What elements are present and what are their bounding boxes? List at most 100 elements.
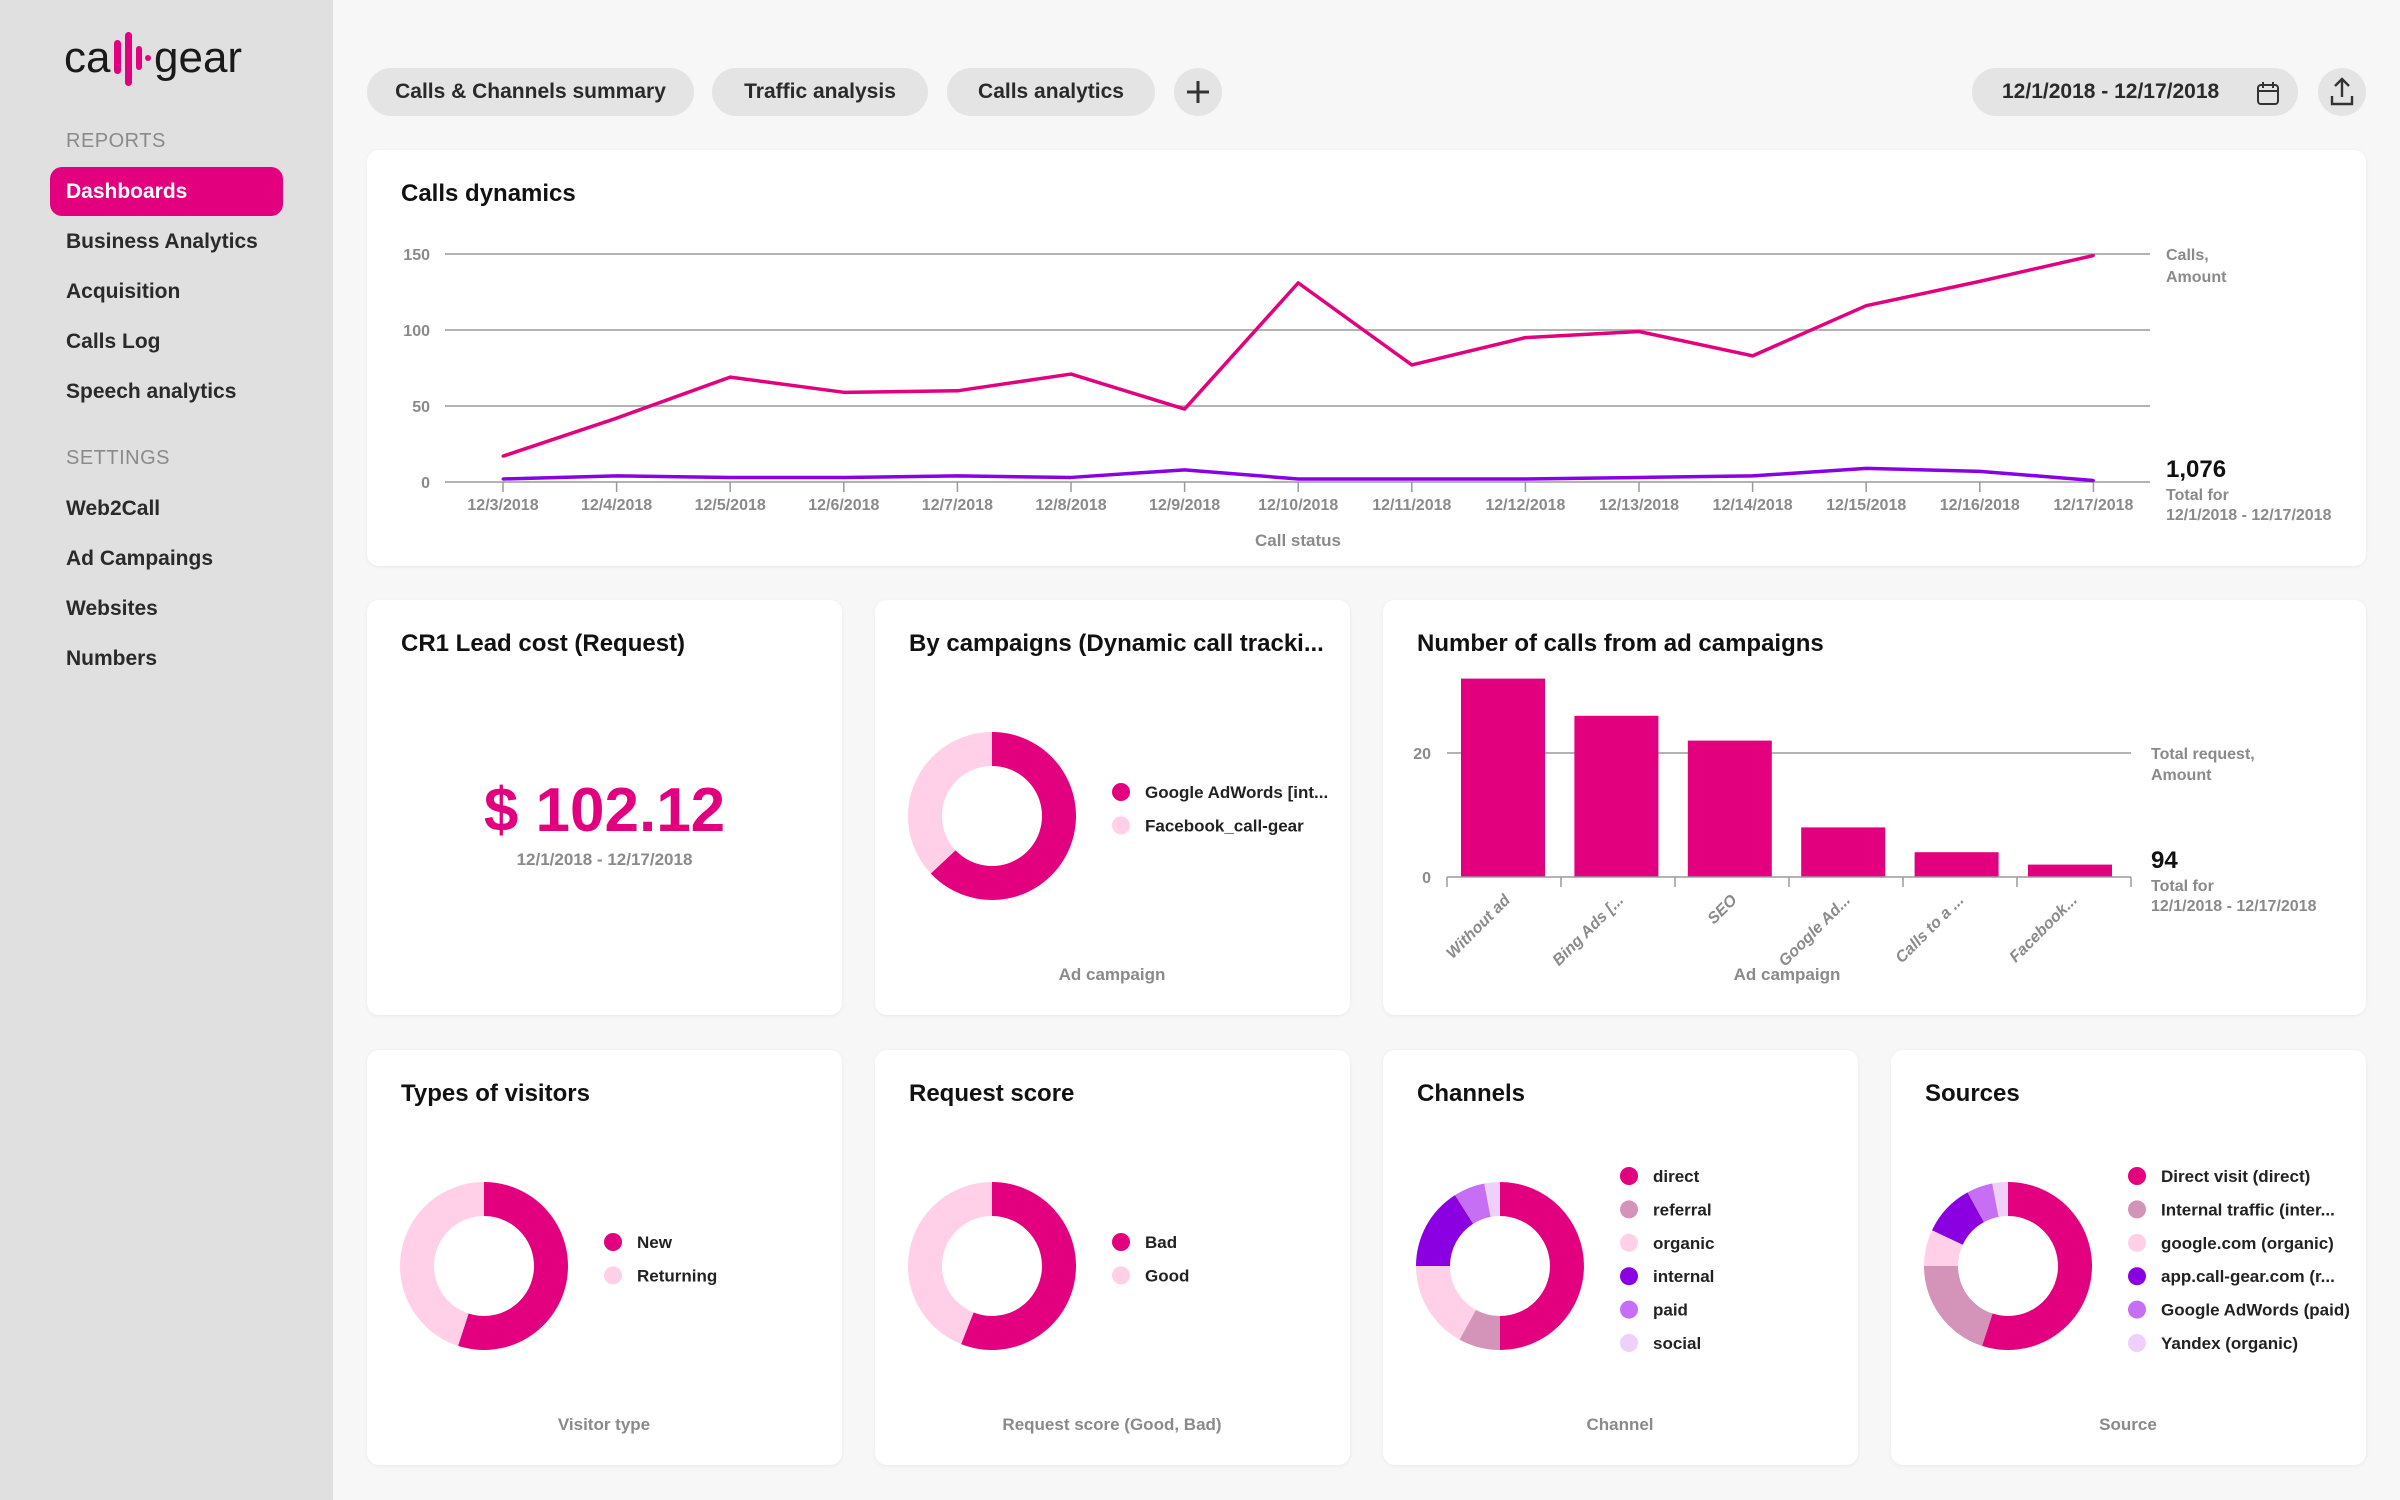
legend-label[interactable]: Yandex (organic) (2161, 1334, 2298, 1353)
sidebar-item-acquisition[interactable]: Acquisition (66, 280, 181, 303)
sidebar-item-numbers[interactable]: Numbers (66, 647, 158, 670)
bar[interactable] (2028, 864, 2112, 877)
donut-slice[interactable] (1500, 1182, 1584, 1350)
card-title: Types of visitors (401, 1080, 590, 1107)
bar[interactable] (1914, 852, 1999, 877)
data-point (1183, 407, 1187, 411)
x-tick-label: SEO (1705, 891, 1741, 927)
donut-slice[interactable] (1484, 1182, 1500, 1217)
sidebar-item-web2call[interactable]: Web2Call (66, 497, 161, 520)
date-range-picker[interactable]: 12/1/2018 - 12/17/2018 (1972, 68, 2298, 116)
donut-slice[interactable] (1459, 1309, 1500, 1350)
legend-label[interactable]: Google AdWords (paid) (2161, 1301, 2350, 1320)
donut-slice[interactable] (1924, 1266, 1993, 1346)
legend-label[interactable]: paid (1653, 1301, 1688, 1320)
bar[interactable] (1461, 678, 1545, 877)
x-tick-label: 12/7/2018 (922, 497, 993, 514)
legend-label[interactable]: direct (1653, 1167, 1700, 1186)
sidebar-item-websites[interactable]: Websites (66, 597, 158, 620)
donut-slice[interactable] (1416, 1195, 1474, 1266)
donut-slice[interactable] (1931, 1192, 1984, 1245)
legend-label[interactable]: internal (1653, 1267, 1714, 1286)
card-title: Number of calls from ad campaigns (1417, 630, 1824, 657)
card-title: By campaigns (Dynamic call tracki... (909, 630, 1324, 657)
donut-slice[interactable] (930, 732, 1076, 900)
legend-label[interactable]: Direct visit (direct) (2161, 1167, 2310, 1186)
legend-label[interactable]: Bad (1145, 1233, 1177, 1252)
x-tick-label: 12/5/2018 (695, 497, 766, 514)
legend-label[interactable]: referral (1653, 1200, 1712, 1219)
donut-chart: Google AdWords [int... Facebook_call-gear… (908, 732, 1328, 984)
sidebar-item-dashboards[interactable]: Dashboards (50, 167, 283, 216)
data-point (501, 477, 505, 481)
legend-label: Total request, (2151, 746, 2255, 763)
total-value: 94 (2151, 847, 2178, 874)
export-button[interactable] (2318, 68, 2366, 116)
data-point (1523, 336, 1527, 340)
sidebar-item-calls-log[interactable]: Calls Log (66, 330, 161, 353)
donut-chart: New Returning Visitor type (400, 1182, 717, 1434)
donut-slice[interactable] (908, 732, 992, 874)
legend-swatch (2128, 1267, 2146, 1286)
sidebar-item-ad-campaings[interactable]: Ad Campaings (66, 547, 214, 570)
bar[interactable] (1687, 740, 1772, 877)
data-point (1069, 475, 1073, 479)
tab-calls-analytics[interactable]: Calls analytics (947, 68, 1155, 116)
data-point (955, 389, 959, 393)
sidebar-item-business-analytics[interactable]: Business Analytics (66, 230, 258, 253)
x-tick-label: 12/11/2018 (1372, 497, 1451, 514)
sources-card: Sources Direct visit (direct) Internal tra… (1891, 1050, 2366, 1465)
donut-slice[interactable] (961, 1182, 1076, 1350)
y-tick-label: 0 (421, 475, 430, 492)
data-point (728, 475, 732, 479)
legend-swatch (1620, 1200, 1638, 1219)
bar[interactable] (1574, 715, 1659, 877)
data-point (501, 454, 505, 458)
legend-label[interactable]: Good (1145, 1266, 1189, 1285)
legend-label[interactable]: New (637, 1233, 673, 1252)
total-range: 12/1/2018 - 12/17/2018 (2166, 507, 2332, 524)
reports-section-label: REPORTS (66, 130, 166, 152)
calls-dynamics-card: Calls dynamics Calls, Amount 1,076 Total… (367, 150, 2366, 566)
sidebar-item-speech-analytics[interactable]: Speech analytics (66, 380, 237, 403)
donut-slice[interactable] (1967, 1183, 1999, 1223)
axis-caption: Channel (1586, 1415, 1653, 1434)
legend-swatch (1112, 1266, 1130, 1285)
legend-label[interactable]: social (1653, 1334, 1701, 1353)
legend-label[interactable]: google.com (organic) (2161, 1234, 2334, 1253)
card-title: Request score (909, 1080, 1075, 1107)
donut-slice[interactable] (1992, 1182, 2008, 1217)
donut-slice[interactable] (907, 1182, 992, 1345)
data-point (1751, 474, 1755, 478)
legend-label: Amount (2151, 767, 2212, 784)
legend-swatch (1620, 1267, 1638, 1286)
donut-slice[interactable] (1924, 1230, 1963, 1266)
tab-calls-channels-summary[interactable]: Calls & Channels summary (367, 68, 694, 116)
legend-label[interactable]: Facebook_call-gear (1145, 816, 1304, 835)
donut-slice[interactable] (1416, 1266, 1476, 1340)
series-line-0 (502, 253, 2094, 458)
legend-swatch (1112, 1233, 1130, 1251)
legend-label[interactable]: Google AdWords [int... (1145, 783, 1328, 802)
legend-label[interactable]: app.call-gear.com (r... (2161, 1267, 2335, 1286)
legend-label[interactable]: Internal traffic (inter... (2161, 1200, 2335, 1219)
donut-slice[interactable] (1454, 1183, 1491, 1224)
donut-slice[interactable] (458, 1182, 569, 1350)
data-point (615, 416, 619, 420)
legend-label: Amount (2166, 269, 2227, 286)
tab-traffic-analysis[interactable]: Traffic analysis (712, 68, 928, 116)
bar[interactable] (1801, 827, 1886, 877)
calendar-icon (2257, 82, 2279, 105)
data-point (2091, 478, 2095, 482)
upload-icon (2330, 77, 2354, 106)
total-range: 12/1/2018 - 12/17/2018 (2151, 898, 2317, 915)
total-label: Total for (2151, 878, 2214, 895)
legend-label[interactable]: Returning (637, 1266, 717, 1285)
axis-caption: Source (2099, 1415, 2157, 1434)
add-tab-button[interactable] (1174, 68, 1222, 116)
callgear-logo[interactable]: ca gear (64, 26, 274, 92)
donut-slice[interactable] (400, 1182, 484, 1346)
date-range-text: 12/1/2018 - 12/17/2018 (2002, 80, 2220, 103)
donut-slice[interactable] (1982, 1182, 2092, 1350)
legend-label[interactable]: organic (1653, 1234, 1714, 1253)
